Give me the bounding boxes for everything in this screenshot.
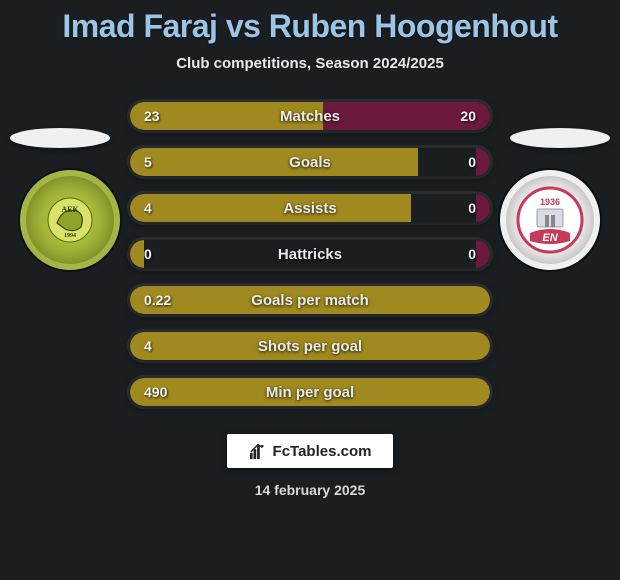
svg-text:1994: 1994 — [64, 233, 76, 239]
stat-row: 4 Shots per goal — [130, 332, 490, 360]
fill-right — [476, 194, 490, 222]
subtitle: Club competitions, Season 2024/2025 — [176, 55, 444, 72]
flag-right-icon — [510, 128, 610, 148]
svg-text:EN: EN — [542, 232, 558, 244]
value-left: 0 — [144, 246, 152, 262]
fill-left — [130, 240, 144, 268]
value-left: 490 — [144, 384, 167, 400]
stat-row: 4 0 Assists — [130, 194, 490, 222]
fill-right — [476, 148, 490, 176]
date-text: 14 february 2025 — [255, 482, 366, 498]
stat-label: Assists — [283, 200, 336, 217]
brand-text: FcTables.com — [273, 443, 372, 460]
value-left: 0.22 — [144, 292, 171, 308]
flag-left-icon — [10, 128, 110, 148]
value-right: 0 — [468, 200, 476, 216]
stat-label: Hattricks — [278, 246, 342, 263]
svg-text:1936: 1936 — [540, 197, 560, 207]
stat-row: 0.22 Goals per match — [130, 286, 490, 314]
stat-label: Shots per goal — [258, 338, 362, 355]
footer: FcTables.com 14 february 2025 — [227, 434, 394, 498]
value-left: 23 — [144, 108, 160, 124]
fill-right — [476, 240, 490, 268]
team-badge-right: 1936 EN — [500, 170, 600, 270]
stat-label: Goals per match — [251, 292, 369, 309]
value-right: 0 — [468, 154, 476, 170]
value-left: 4 — [144, 338, 152, 354]
badge-right-inner: 1936 EN — [515, 185, 585, 255]
fctables-logo-icon — [249, 442, 267, 460]
comparison-card: Imad Faraj vs Ruben Hoogenhout Club comp… — [0, 0, 620, 580]
stat-label: Min per goal — [266, 384, 354, 401]
club-crest-icon: 1936 EN — [515, 185, 585, 255]
svg-text:AEK: AEK — [61, 205, 79, 214]
brand-box: FcTables.com — [227, 434, 394, 468]
team-badge-left: AEK 1994 — [20, 170, 120, 270]
page-title: Imad Faraj vs Ruben Hoogenhout — [62, 8, 557, 45]
value-right: 0 — [468, 246, 476, 262]
stats-rows: 23 20 Matches 5 0 Goals 4 0 Assists 0 0 Hattricks 0.… — [130, 102, 490, 406]
value-right: 20 — [460, 108, 476, 124]
value-left: 4 — [144, 200, 152, 216]
value-left: 5 — [144, 154, 152, 170]
stat-row: 490 Min per goal — [130, 378, 490, 406]
stat-row: 23 20 Matches — [130, 102, 490, 130]
fill-left — [130, 194, 411, 222]
stat-row: 5 0 Goals — [130, 148, 490, 176]
fill-left — [130, 148, 418, 176]
badge-left-inner: AEK 1994 — [35, 185, 105, 255]
helmet-icon: AEK 1994 — [47, 197, 93, 243]
stat-label: Goals — [289, 154, 331, 171]
stat-label: Matches — [280, 108, 340, 125]
stat-row: 0 0 Hattricks — [130, 240, 490, 268]
